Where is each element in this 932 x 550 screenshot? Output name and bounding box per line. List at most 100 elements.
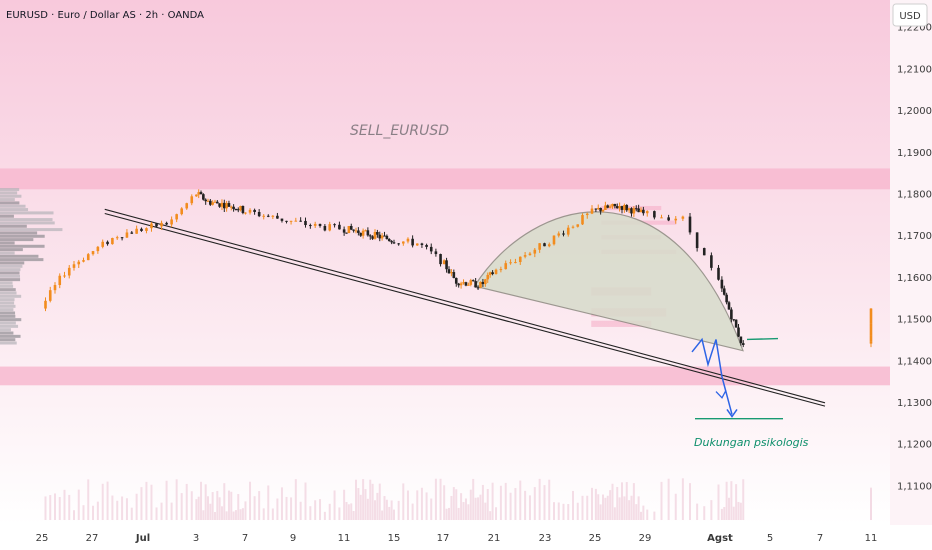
profile-bar bbox=[0, 321, 16, 325]
volume-bar bbox=[314, 500, 317, 520]
volume-bar bbox=[304, 482, 307, 520]
volume-bar bbox=[393, 509, 395, 520]
volume-bar bbox=[576, 502, 579, 520]
candle-body bbox=[732, 319, 736, 321]
volume-bar bbox=[420, 487, 423, 520]
candle-body bbox=[180, 208, 183, 215]
candle-body bbox=[347, 225, 351, 234]
profile-bar bbox=[0, 244, 45, 248]
volume-bar bbox=[495, 507, 498, 520]
candle-body bbox=[469, 280, 473, 285]
volume-bar bbox=[323, 511, 326, 520]
volume-bar bbox=[160, 502, 163, 520]
symbol-title[interactable]: EURUSD · Euro / Dollar AS · 2h · OANDA bbox=[6, 10, 204, 21]
volume-bar bbox=[130, 507, 133, 520]
volume-bar bbox=[681, 478, 684, 520]
volume-bar bbox=[220, 506, 223, 520]
volume-bar bbox=[628, 500, 631, 520]
volume-bar bbox=[504, 482, 507, 520]
candle-body bbox=[645, 211, 649, 214]
candle-body bbox=[204, 199, 207, 202]
volume-bar bbox=[599, 504, 602, 520]
volume-bar bbox=[653, 511, 656, 520]
candle-body bbox=[717, 267, 720, 280]
sell-annotation: SELL_EURUSD bbox=[350, 123, 449, 139]
candle-body bbox=[454, 277, 458, 284]
candle-body bbox=[211, 202, 214, 205]
volume-bar bbox=[611, 483, 614, 520]
volume-bar bbox=[369, 479, 372, 520]
candle-body bbox=[232, 206, 235, 210]
candle-body bbox=[155, 223, 158, 227]
volume-bar bbox=[667, 478, 670, 520]
resistance-line bbox=[746, 337, 779, 341]
profile-bar bbox=[0, 241, 15, 245]
candle-body bbox=[197, 192, 200, 195]
volume-bar bbox=[524, 490, 527, 520]
profile-bar bbox=[0, 314, 16, 318]
profile-bar bbox=[0, 258, 44, 262]
candle-body bbox=[209, 200, 212, 205]
volume-bar bbox=[477, 497, 480, 520]
profile-bar bbox=[0, 308, 14, 312]
profile-bar bbox=[0, 274, 21, 278]
volume-bar bbox=[383, 496, 386, 520]
time-tick-label: 9 bbox=[290, 533, 296, 544]
volume-bar bbox=[388, 506, 391, 520]
candle-body bbox=[674, 218, 678, 221]
projected-path bbox=[691, 337, 733, 415]
volume-bar bbox=[44, 496, 47, 520]
resistance-zone bbox=[0, 168, 890, 190]
candle-body bbox=[91, 251, 95, 255]
time-tick-label: 21 bbox=[488, 533, 501, 544]
volume-bar bbox=[474, 497, 477, 520]
currency-button[interactable]: USD bbox=[892, 3, 928, 27]
currency-label: USD bbox=[899, 11, 921, 22]
candle-body bbox=[611, 203, 614, 207]
volume-bar bbox=[218, 497, 221, 520]
profile-bar bbox=[0, 298, 15, 302]
candle-body bbox=[234, 209, 238, 211]
candle-body bbox=[361, 230, 365, 236]
profile-bar bbox=[0, 204, 26, 208]
candle-body bbox=[653, 211, 656, 218]
candle-body bbox=[323, 225, 327, 231]
candle-body bbox=[499, 269, 503, 271]
candle-body bbox=[115, 237, 119, 239]
volume-bar bbox=[491, 482, 494, 520]
time-tick-label: 11 bbox=[865, 533, 878, 544]
profile-bar bbox=[0, 221, 55, 225]
volume-bar bbox=[630, 495, 633, 520]
volume-bar bbox=[637, 496, 640, 520]
profile-bar bbox=[0, 218, 53, 222]
candle-body bbox=[445, 260, 448, 270]
volume-bar bbox=[200, 481, 203, 520]
time-axis[interactable]: 25 27 Jul 3 7 9 11 15 17 21 23 25 29 Agst 5 7 11 bbox=[36, 533, 878, 544]
candle-body bbox=[53, 285, 57, 291]
candle-body bbox=[576, 224, 580, 227]
candle-body bbox=[710, 255, 713, 268]
volume-bar bbox=[445, 508, 448, 520]
volume-bar bbox=[397, 500, 400, 520]
time-tick-label: 27 bbox=[86, 533, 99, 544]
volume-bar bbox=[116, 500, 119, 520]
volume-bar bbox=[606, 495, 609, 520]
volume-bar bbox=[204, 484, 207, 520]
price-axis[interactable]: 1,22000 1,21000 1,20000 1,19000 1,18000 1,170… bbox=[897, 23, 932, 493]
volume-profile bbox=[0, 188, 63, 345]
price-tick-label: 1,14000 bbox=[897, 356, 932, 367]
candle-body bbox=[486, 274, 490, 280]
trendline-lower bbox=[104, 212, 826, 407]
volume-bar bbox=[572, 490, 574, 520]
profile-bar bbox=[0, 201, 20, 205]
volume-bar bbox=[416, 490, 419, 520]
price-tick-label: 1,19000 bbox=[897, 148, 932, 159]
candle-body bbox=[722, 288, 726, 295]
volume-bar bbox=[723, 507, 726, 520]
volume-bar bbox=[355, 479, 357, 520]
volume-bar bbox=[616, 486, 619, 520]
volume-bar bbox=[717, 484, 720, 520]
volume-bar bbox=[720, 508, 723, 520]
volume-bar bbox=[180, 493, 183, 520]
